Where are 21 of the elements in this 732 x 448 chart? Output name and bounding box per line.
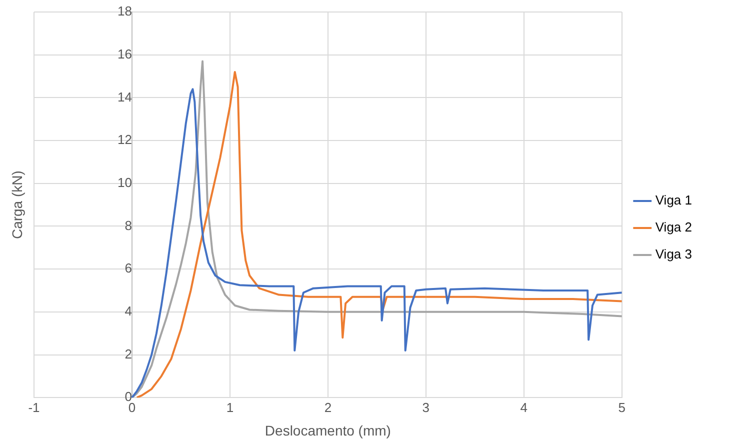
y-tick-label: 12 [118,132,132,148]
y-tick-label: 4 [124,303,132,318]
legend-label: Viga 2 [655,220,692,235]
y-tick-label: 16 [118,46,132,62]
x-tick-label: 5 [618,400,626,415]
y-tick-label: 8 [124,218,132,233]
y-tick-label: 6 [124,260,132,276]
y-tick-label: 18 [118,4,132,19]
y-tick-label: 14 [118,89,132,104]
y-tick-label: 10 [118,174,132,190]
x-tick-label: 4 [520,400,528,415]
legend-label: Viga 3 [655,246,692,262]
y-axis-title: Carga (kN) [8,170,25,240]
x-tick-label: -1 [28,400,40,415]
legend-label: Viga 1 [655,192,692,208]
x-tick-label: 2 [324,400,332,415]
y-tick-label: 0 [124,389,132,404]
y-tick-label: 2 [124,346,132,362]
x-axis-title: Deslocamento (mm) [264,422,391,438]
x-tick-label: 1 [226,400,234,415]
x-tick-label: 3 [422,400,430,415]
